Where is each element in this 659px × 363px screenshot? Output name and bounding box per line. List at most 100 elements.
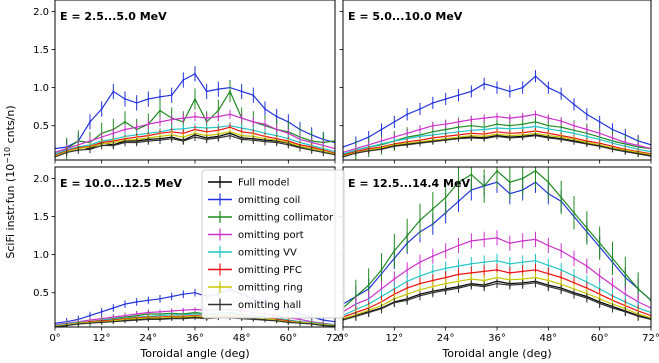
data-point <box>508 278 511 281</box>
y-tick-label: 1.0 <box>33 250 49 261</box>
data-point <box>299 322 301 325</box>
data-point <box>159 310 161 313</box>
x-tick-label: 60° <box>279 333 297 344</box>
data-point <box>637 288 640 290</box>
x-tick-label: 36° <box>488 333 506 344</box>
data-point <box>521 115 524 118</box>
data-point <box>194 291 196 294</box>
data-point <box>521 283 524 286</box>
data-point <box>419 261 421 264</box>
data-point <box>483 279 486 282</box>
data-point <box>431 124 434 127</box>
data-point <box>310 323 313 325</box>
data-point <box>393 249 396 252</box>
data-point <box>496 259 498 262</box>
data-point <box>637 144 640 147</box>
y-tick-label: 1.0 <box>33 83 49 94</box>
data-point <box>573 124 575 127</box>
data-point <box>380 128 383 131</box>
data-point <box>419 275 421 277</box>
data-point <box>470 137 473 139</box>
data-point <box>194 115 196 118</box>
data-point <box>457 200 460 203</box>
data-point <box>310 149 313 151</box>
data-point <box>496 282 498 285</box>
data-point <box>170 118 173 121</box>
y-axis-label: SciFi instr.fun (10−10 cnts/n) <box>3 105 17 258</box>
data-point <box>521 177 524 180</box>
data-point <box>444 249 447 252</box>
data-point <box>483 137 486 140</box>
series-omitting-vv <box>343 123 651 157</box>
data-point <box>124 141 126 144</box>
data-point <box>521 240 524 242</box>
data-point <box>547 127 550 130</box>
data-point <box>547 117 550 119</box>
data-point <box>406 234 409 237</box>
data-point <box>194 136 196 139</box>
data-point <box>444 139 447 142</box>
data-point <box>560 276 563 279</box>
data-point <box>560 120 563 123</box>
x-tick-label: 24° <box>139 333 157 344</box>
data-point <box>431 255 434 258</box>
data-point <box>159 297 161 300</box>
data-point <box>299 146 301 149</box>
panel-title: E = 5.0...10.0 MeV <box>348 10 463 23</box>
x-axis-label-right: Toroidal angle (deg) <box>441 347 551 360</box>
data-point <box>534 281 537 284</box>
data-point <box>287 143 290 146</box>
data-point <box>112 307 115 309</box>
data-point <box>322 151 325 154</box>
data-point <box>406 293 409 296</box>
data-point <box>322 324 325 327</box>
data-point <box>573 281 575 284</box>
data-point <box>419 142 421 145</box>
panel-2: E = 5.0...10.0 MeV <box>339 0 652 164</box>
data-point <box>444 282 447 285</box>
data-point <box>496 276 498 279</box>
panel-1: 0.5 1.0 1.5 2.0 E = 2.5...5.0 MeV <box>33 0 336 164</box>
data-point <box>406 299 409 302</box>
data-point <box>560 126 563 129</box>
data-point <box>419 294 421 297</box>
data-point <box>624 310 627 313</box>
data-point <box>496 169 498 172</box>
data-point <box>573 103 575 106</box>
data-point <box>598 302 601 305</box>
data-point <box>124 303 126 306</box>
data-point <box>89 314 91 317</box>
legend-entry: omitting PFC <box>208 263 302 276</box>
data-point <box>521 278 524 280</box>
data-point <box>100 108 103 110</box>
data-point <box>637 315 640 318</box>
x-tick-label: 12° <box>93 333 111 344</box>
data-point <box>470 118 473 121</box>
legend-entry: omitting hall <box>208 298 301 311</box>
data-point <box>182 79 185 81</box>
data-point <box>496 135 498 138</box>
legend-label: omitting VV <box>238 248 297 259</box>
legend-label: omitting PFC <box>238 265 302 276</box>
data-point <box>419 108 421 110</box>
data-point <box>521 86 524 89</box>
data-point <box>431 279 434 282</box>
series-group <box>343 167 651 325</box>
data-point <box>147 318 150 321</box>
data-point <box>354 152 357 155</box>
data-point <box>457 137 460 140</box>
legend-box <box>201 169 345 319</box>
data-point <box>534 259 537 262</box>
data-point <box>217 115 220 118</box>
data-point <box>560 283 563 286</box>
data-point <box>508 272 511 274</box>
data-point <box>100 310 103 313</box>
data-point <box>135 319 138 322</box>
data-point <box>598 145 601 148</box>
data-point <box>393 278 396 280</box>
legend-label: omitting port <box>238 230 304 241</box>
x-tick-label: 0° <box>49 333 60 344</box>
data-point <box>264 123 266 126</box>
legend: Full model omitting coil omitting collimat… <box>201 169 345 319</box>
